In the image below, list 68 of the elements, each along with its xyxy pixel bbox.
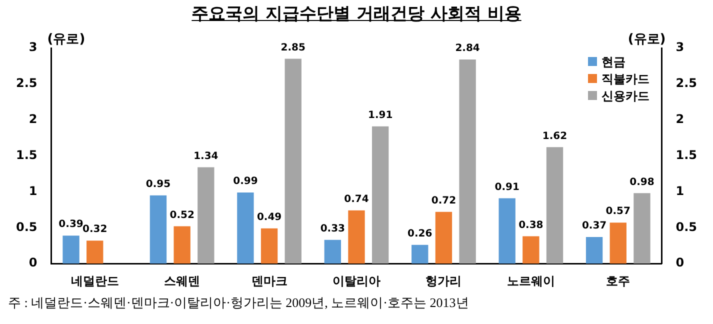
data-label: 1.34 (194, 150, 218, 162)
data-label: 0.95 (146, 178, 171, 190)
x-tick-label: 노르웨이 (506, 274, 555, 288)
y-tick-label: 0 (28, 256, 38, 270)
data-label: 1.91 (368, 110, 393, 121)
y2-tick-label: 2.5 (676, 76, 698, 90)
bar (86, 240, 104, 264)
bar (324, 240, 342, 264)
y2-axis-title: (유로) (628, 32, 666, 47)
chart-title: 주요국의 지급수단별 거래건당 사회적 비용 (192, 4, 522, 24)
y2-tick-label: 2 (676, 112, 684, 126)
y-tick-label: 1 (28, 184, 38, 198)
legend-label: 현금 (600, 54, 627, 71)
x-tick-label: 헝가리 (426, 274, 462, 288)
bar (459, 60, 476, 264)
bar (284, 58, 302, 264)
data-label: 2.85 (280, 42, 306, 54)
x-tick-label: 호주 (606, 274, 630, 288)
data-label: 0.52 (170, 210, 194, 221)
x-tick-label: 네덜란드 (70, 274, 119, 288)
bar (498, 198, 516, 264)
bar (546, 147, 564, 264)
bar (586, 237, 603, 264)
y-tick-label: 0.5 (16, 220, 38, 234)
data-label: 2.84 (455, 43, 480, 54)
bar (435, 212, 452, 264)
bar (174, 226, 190, 264)
data-label: 0.98 (630, 176, 654, 188)
data-label: 0.99 (233, 176, 258, 188)
data-label: 0.49 (256, 212, 282, 223)
x-tick-label: 덴마크 (251, 274, 288, 288)
y-tick-label: 2.5 (16, 76, 38, 90)
y-tick-label: 3 (28, 40, 38, 54)
legend-label: 직불카드 (600, 71, 650, 88)
data-label: 0.26 (408, 228, 432, 240)
data-label: 0.37 (582, 220, 607, 232)
y2-tick-label: 1.5 (676, 148, 698, 162)
bar (348, 210, 365, 264)
x-tick-label: 스웨덴 (164, 274, 200, 288)
y-axis-title: (유로) (47, 32, 86, 47)
data-label: 0.74 (344, 194, 369, 206)
bar (372, 126, 389, 264)
bar (634, 193, 650, 264)
y2-tick-label: 3 (676, 40, 684, 54)
y2-tick-label: 1 (676, 184, 684, 198)
y2-tick-label: 0.5 (676, 220, 698, 234)
bar (198, 167, 214, 264)
text: 주 : 네덜란드·스웨덴·덴마크·이탈리아·헝가리는 2009년, 노르웨이·호주는 2013년 (7, 294, 470, 312)
y-tick-label: 2 (28, 112, 38, 126)
x-tick-label: 이탈리아 (332, 274, 380, 288)
data-label: 0.57 (606, 206, 631, 218)
bar (62, 236, 80, 264)
data-label: 0.38 (518, 220, 544, 231)
data-label: 0.39 (58, 219, 84, 230)
bar (260, 228, 278, 264)
y2-tick-label: 0 (676, 256, 684, 270)
data-label: 0.91 (494, 182, 520, 193)
legend-label: 신용카드 (600, 88, 650, 105)
bar (610, 222, 626, 264)
data-label: 0.33 (320, 223, 346, 234)
bar (237, 192, 254, 264)
bar (150, 195, 167, 264)
y-tick-label: 1.5 (16, 148, 38, 162)
data-label: 0.72 (431, 195, 456, 206)
bar (522, 236, 540, 264)
data-label: 0.32 (82, 224, 108, 236)
data-label: 1.62 (542, 130, 568, 142)
bar (412, 244, 428, 264)
